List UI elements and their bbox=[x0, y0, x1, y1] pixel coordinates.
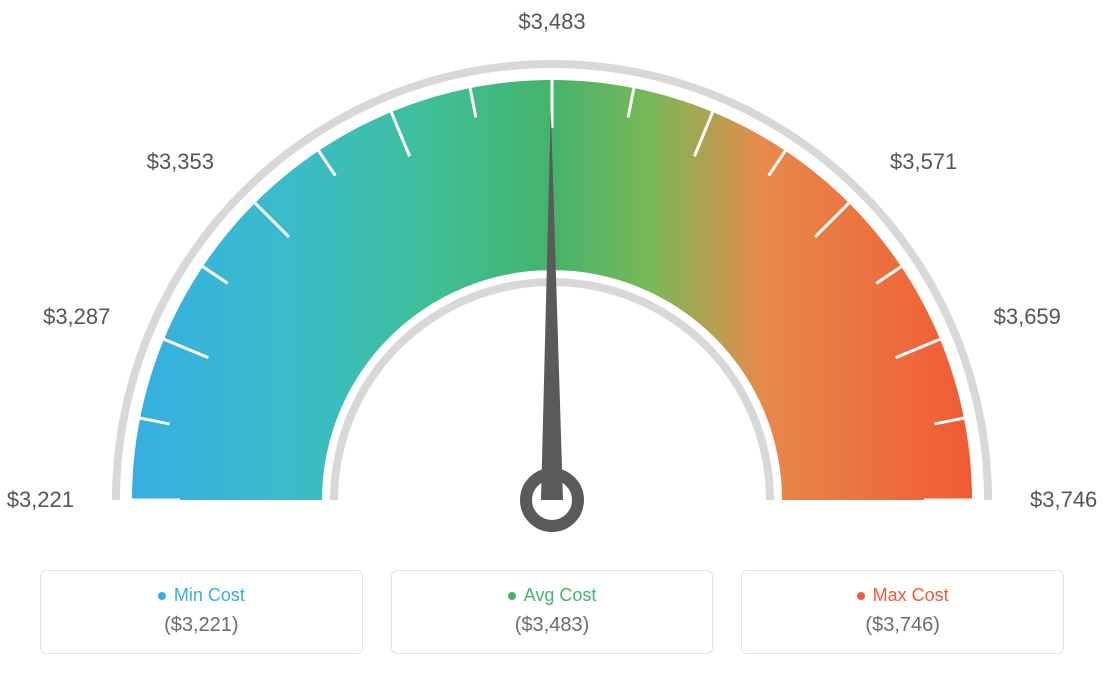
legend-dot-min bbox=[158, 592, 166, 600]
legend-title-min: Min Cost bbox=[158, 585, 245, 606]
legend-title-max-text: Max Cost bbox=[873, 585, 949, 606]
legend-row: Min Cost ($3,221) Avg Cost ($3,483) Max … bbox=[0, 570, 1104, 654]
gauge-tick-label: $3,287 bbox=[43, 304, 110, 329]
gauge-chart: $3,221 $3,287 $3,353 $3,483 $3,571 $3,659 $3,7… bbox=[0, 0, 1104, 560]
gauge-tick-label: $3,571 bbox=[890, 149, 957, 174]
legend-value-avg: ($3,483) bbox=[410, 614, 695, 637]
legend-value-max: ($3,746) bbox=[760, 614, 1045, 637]
gauge-area: $3,221 $3,287 $3,353 $3,483 $3,571 $3,659 $3,7… bbox=[0, 0, 1104, 560]
legend-card-max: Max Cost ($3,746) bbox=[741, 570, 1064, 654]
legend-dot-avg bbox=[508, 592, 516, 600]
legend-title-min-text: Min Cost bbox=[174, 585, 245, 606]
legend-dot-max bbox=[857, 592, 865, 600]
gauge-tick-label: $3,221 bbox=[7, 487, 74, 512]
gauge-tick-label: $3,746 bbox=[1030, 487, 1097, 512]
gauge-tick-label: $3,659 bbox=[994, 304, 1061, 329]
gauge-tick-label: $3,483 bbox=[518, 9, 585, 34]
gauge-tick-label: $3,353 bbox=[147, 149, 214, 174]
cost-gauge-widget: $3,221 $3,287 $3,353 $3,483 $3,571 $3,659 $3,7… bbox=[0, 0, 1104, 690]
legend-card-min: Min Cost ($3,221) bbox=[40, 570, 363, 654]
legend-card-avg: Avg Cost ($3,483) bbox=[391, 570, 714, 654]
legend-value-min: ($3,221) bbox=[59, 614, 344, 637]
legend-title-avg-text: Avg Cost bbox=[524, 585, 597, 606]
legend-title-max: Max Cost bbox=[857, 585, 949, 606]
legend-title-avg: Avg Cost bbox=[508, 585, 597, 606]
